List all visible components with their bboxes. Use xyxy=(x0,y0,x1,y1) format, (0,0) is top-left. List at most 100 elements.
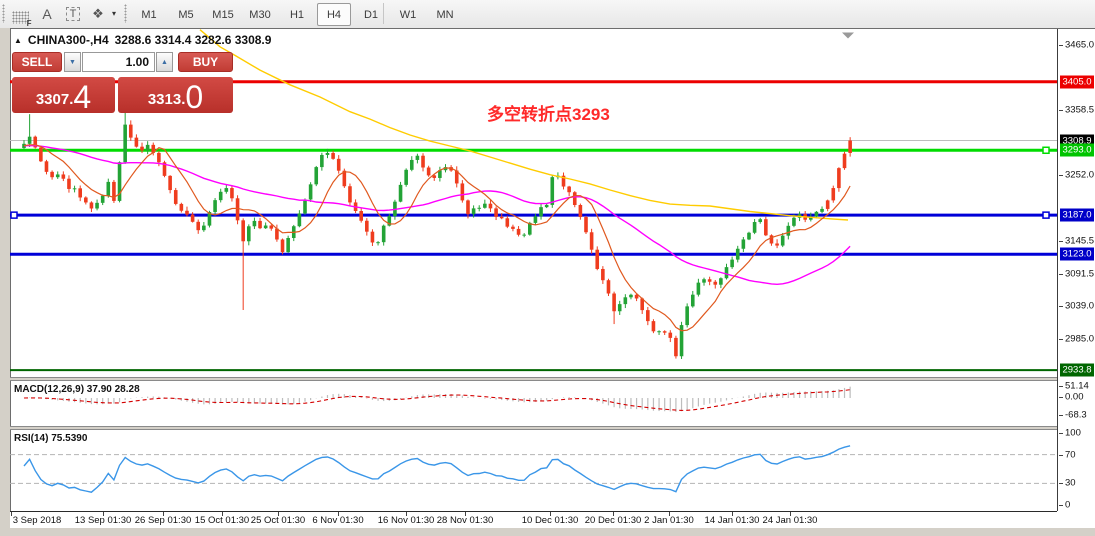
toolbar: F A T ❖ ▾ M1 M5 M15 M30 H1 H4 D1 W1 MN xyxy=(0,0,1095,29)
price-badge-3405.0: 3405.0 xyxy=(1060,75,1094,89)
candle-body xyxy=(359,211,363,221)
candle-body xyxy=(95,202,99,209)
candle-body xyxy=(196,221,201,231)
rsi-pane[interactable] xyxy=(10,430,1057,511)
time-axis-label: 24 Jan 01:30 xyxy=(762,515,818,526)
chart-ohlc-values: 3288.6 3314.4 3282.6 3308.9 xyxy=(114,33,272,47)
timeframe-button-h4[interactable]: H4 xyxy=(317,3,351,26)
candle-body xyxy=(426,167,431,176)
time-tick-mark xyxy=(338,512,339,516)
candle-body xyxy=(185,210,189,215)
text-box-icon[interactable]: T xyxy=(62,3,84,24)
volume-input[interactable]: 1.00 xyxy=(82,52,155,72)
candle-body xyxy=(179,203,184,211)
candle-body xyxy=(438,170,442,178)
time-axis-label: 2 Jan 01:30 xyxy=(644,515,694,526)
timeframe-button-m5[interactable]: M5 xyxy=(178,8,194,21)
rsi-scale-mark xyxy=(1059,454,1063,456)
volume-decrement-button[interactable]: ▼ xyxy=(64,52,81,72)
timeframe-button-w1[interactable]: W1 xyxy=(399,8,417,21)
timeframe-button-m30[interactable]: M30 xyxy=(249,8,271,21)
timeframe-toolbar: M1 M5 M15 M30 H1 H4 D1 W1 MN xyxy=(132,3,462,26)
candle-body xyxy=(286,237,290,253)
candle-body xyxy=(601,268,605,281)
candle-body xyxy=(263,225,268,229)
text-label-icon[interactable]: A xyxy=(36,3,58,24)
candle-body xyxy=(381,225,386,243)
candle-body xyxy=(145,144,150,151)
candle-body xyxy=(572,192,577,205)
candle-body xyxy=(84,197,88,203)
shapes-icon[interactable]: ❖ xyxy=(88,3,108,24)
candle-body xyxy=(505,218,510,227)
chart-shift-marker-icon[interactable] xyxy=(842,32,854,39)
candle-body xyxy=(27,136,32,144)
collapse-triangle-icon[interactable]: ▲ xyxy=(14,35,22,45)
time-axis-label: 25 Oct 01:30 xyxy=(250,515,306,526)
time-axis[interactable]: 3 Sep 2018 13 Sep 01:30 26 Sep 01:30 15 Oct… xyxy=(10,511,1057,528)
spinner-down-icon: ▼ xyxy=(69,58,76,66)
candle-body xyxy=(786,225,791,236)
sell-button[interactable]: SELL xyxy=(12,52,62,72)
sell-quote-panel[interactable]: 3307. 4 xyxy=(12,77,115,113)
candle-body xyxy=(151,144,156,153)
time-axis-label: 10 Dec 01:30 xyxy=(521,515,579,526)
timeframe-button-mn[interactable]: MN xyxy=(436,8,454,21)
text-box-glyph: T xyxy=(65,6,81,21)
candle-body xyxy=(39,147,43,162)
shapes-glyph: ❖ xyxy=(92,5,104,21)
timeframe-group-grip[interactable] xyxy=(124,4,127,23)
line-drag-handle[interactable] xyxy=(1042,211,1050,219)
order-controls-row: SELL ▼ 1.00 ▲ BUY xyxy=(12,52,233,72)
candle-body xyxy=(685,306,689,326)
candle-body xyxy=(589,232,594,250)
timeframe-button-m15[interactable]: M15 xyxy=(212,8,234,21)
toolbar-drag-grip[interactable] xyxy=(2,4,5,23)
grid-dots-icon: F xyxy=(11,11,32,28)
candle-body xyxy=(848,140,852,153)
rsi-pane-splitter[interactable] xyxy=(10,426,1095,430)
macd-pane-splitter[interactable] xyxy=(10,377,1095,381)
candle-body xyxy=(606,280,611,294)
rsi-scale-mark xyxy=(1059,433,1063,434)
candle-body xyxy=(494,208,498,217)
candle-body xyxy=(67,178,71,189)
candle-body xyxy=(230,188,234,199)
sell-price-dot: . xyxy=(69,91,74,108)
grid-f-label: F xyxy=(26,19,32,28)
candle-body xyxy=(106,181,111,196)
time-tick-mark xyxy=(613,512,614,516)
text-label-glyph: A xyxy=(42,5,52,22)
price-axis[interactable]: 3465.0 3358.5 3252.0 3145.5 3091.5 3039.0 2985… xyxy=(1057,29,1095,511)
candle-body xyxy=(72,188,77,190)
candle-body xyxy=(404,169,408,185)
candle-body xyxy=(409,159,414,170)
candle-body xyxy=(719,278,723,285)
price-tick-label: 3145.5 xyxy=(1065,235,1095,247)
buy-price-frac: 0 xyxy=(185,79,204,115)
candle-body xyxy=(539,207,543,217)
candle-body xyxy=(775,243,779,246)
crosshair-grid-icon[interactable]: F xyxy=(8,3,32,28)
candle-body xyxy=(752,222,757,233)
candle-body xyxy=(117,162,122,201)
macd-scale-label: -68.3 xyxy=(1065,409,1087,421)
line-drag-handle[interactable] xyxy=(10,211,18,219)
timeframe-button-h1[interactable]: H1 xyxy=(289,8,305,21)
buy-button[interactable]: BUY xyxy=(178,52,233,72)
volume-increment-button[interactable]: ▲ xyxy=(156,52,173,72)
timeframe-button-m1[interactable]: M1 xyxy=(141,8,157,21)
price-badge-2933.8: 2933.8 xyxy=(1060,363,1094,377)
time-tick-mark xyxy=(550,512,551,516)
macd-pane[interactable] xyxy=(10,381,1057,426)
dropdown-caret-icon[interactable]: ▾ xyxy=(108,3,120,24)
candle-body xyxy=(140,146,144,151)
candle-body xyxy=(831,188,836,201)
line-drag-handle[interactable] xyxy=(1042,146,1050,155)
buy-quote-panel[interactable]: 3313. 0 xyxy=(118,77,233,113)
timeframe-button-d1[interactable]: D1 xyxy=(363,8,379,21)
buy-button-label: BUY xyxy=(192,55,219,69)
candle-body xyxy=(449,167,453,171)
candle-body xyxy=(173,190,178,204)
candle-body xyxy=(735,248,740,260)
